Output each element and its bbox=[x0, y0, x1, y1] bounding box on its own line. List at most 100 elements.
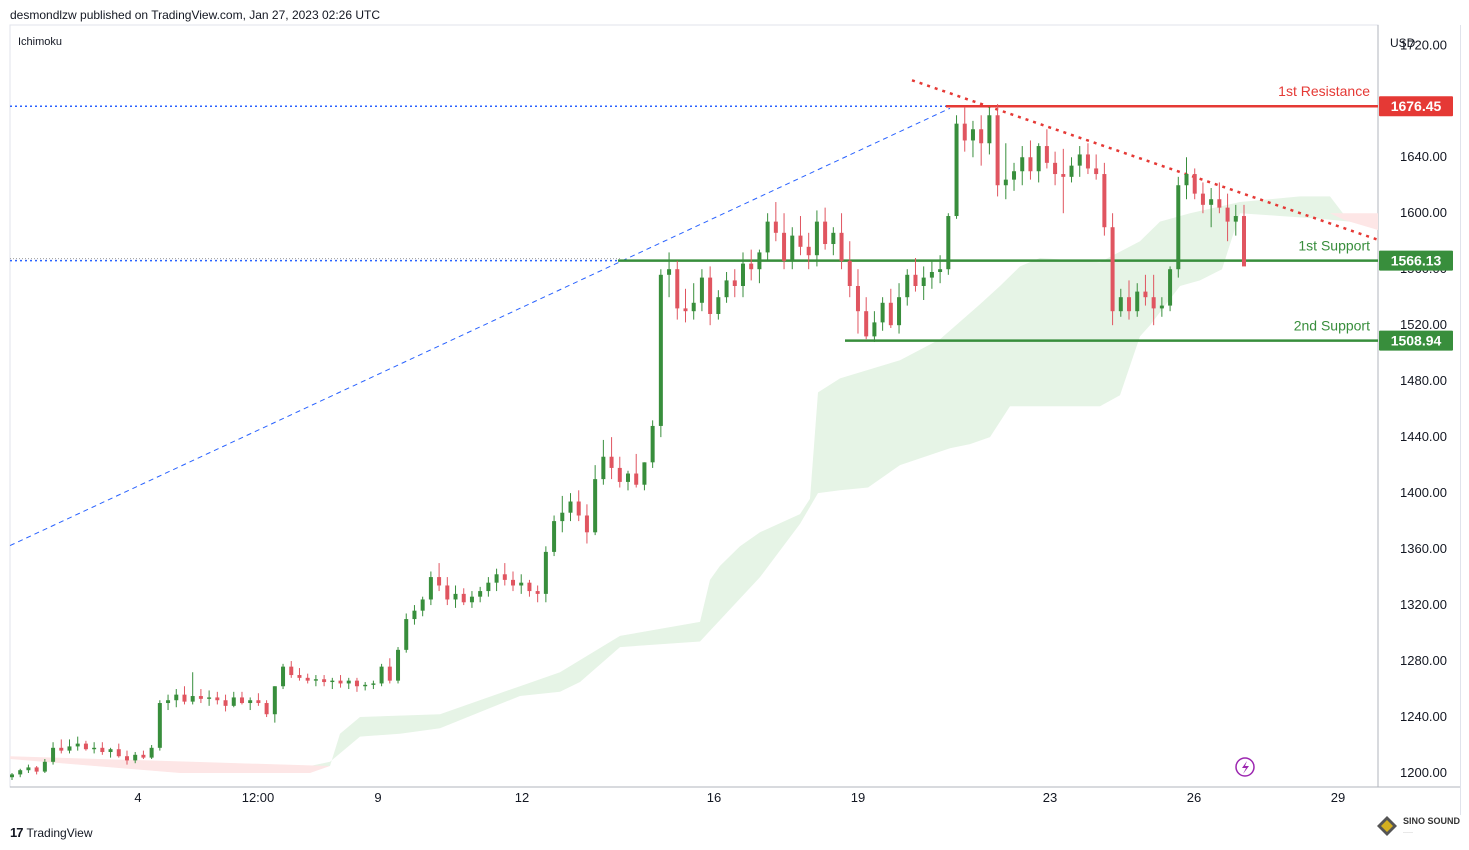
candle-body bbox=[1159, 305, 1164, 309]
candle-body bbox=[806, 246, 811, 256]
descending-trendline bbox=[911, 79, 1379, 241]
candle-body bbox=[141, 754, 146, 758]
candle-body bbox=[363, 684, 368, 687]
ascending-trendline bbox=[9, 107, 951, 547]
candle-body bbox=[798, 235, 803, 247]
candle-body bbox=[921, 277, 926, 286]
level-labels: 1st Resistance 1676.45 1st Support 1566.13 2… bbox=[1278, 83, 1453, 351]
candle-body bbox=[708, 277, 713, 314]
candle-body bbox=[437, 577, 442, 586]
candle-body bbox=[322, 679, 327, 683]
price-tick-label: 1240.00 bbox=[1400, 709, 1447, 724]
candle-body bbox=[642, 462, 647, 485]
flash-icon[interactable] bbox=[1235, 757, 1255, 777]
price-axis[interactable]: 1720.001680.001640.001600.001560.001520.… bbox=[1400, 37, 1447, 780]
candle-body bbox=[289, 666, 294, 676]
candle-body bbox=[749, 263, 754, 270]
candle-body bbox=[420, 599, 425, 611]
candle-body bbox=[1028, 157, 1033, 172]
annotation-lines bbox=[9, 79, 1379, 547]
candle-body bbox=[823, 221, 828, 245]
price-tick-label: 1280.00 bbox=[1400, 653, 1447, 668]
candle-body bbox=[831, 232, 836, 245]
level-price-text: 1566.13 bbox=[1391, 253, 1442, 269]
candle-body bbox=[26, 767, 31, 771]
grid bbox=[9, 24, 1461, 815]
price-tick-label: 1600.00 bbox=[1400, 205, 1447, 220]
level-name-label: 2nd Support bbox=[1294, 318, 1370, 334]
candle-body bbox=[1077, 154, 1082, 166]
candle-body bbox=[946, 216, 951, 270]
candle-body bbox=[379, 666, 384, 684]
candle-body bbox=[1168, 269, 1173, 306]
level-name-label: 1st Resistance bbox=[1278, 83, 1370, 99]
candle-body bbox=[67, 746, 72, 751]
time-tick-label: 9 bbox=[374, 790, 381, 805]
indicator-label[interactable]: Ichimoku bbox=[18, 36, 63, 48]
candle-body bbox=[970, 129, 975, 141]
candle-body bbox=[486, 582, 491, 592]
candle-body bbox=[699, 277, 704, 303]
candle-body bbox=[1233, 216, 1238, 222]
time-tick-label: 23 bbox=[1043, 790, 1057, 805]
candle-body bbox=[765, 221, 770, 253]
candle-body bbox=[1085, 154, 1090, 169]
tradingview-logo[interactable]: 17 TradingView bbox=[10, 825, 93, 840]
candle-body bbox=[1061, 174, 1066, 177]
candle-body bbox=[1225, 207, 1230, 222]
candle-body bbox=[1036, 146, 1041, 172]
candle-body bbox=[1020, 157, 1025, 172]
candle-body bbox=[281, 666, 286, 687]
candle-body bbox=[658, 274, 663, 426]
candle-body bbox=[782, 232, 787, 261]
candle-body bbox=[1044, 146, 1049, 163]
price-tick-label: 1200.00 bbox=[1400, 765, 1447, 780]
candle-body bbox=[527, 582, 532, 592]
candles bbox=[10, 104, 1246, 781]
candle-body bbox=[691, 302, 696, 312]
price-tick-label: 1360.00 bbox=[1400, 541, 1447, 556]
candle-body bbox=[732, 280, 737, 286]
candle-body bbox=[511, 579, 516, 586]
candle-body bbox=[872, 322, 877, 337]
candle-body bbox=[1184, 174, 1189, 186]
time-tick-label: 4 bbox=[134, 790, 141, 805]
level-price-badge bbox=[1379, 330, 1453, 351]
candle-body bbox=[502, 574, 507, 580]
candle-body bbox=[51, 747, 56, 762]
candle-body bbox=[124, 756, 129, 761]
candle-body bbox=[108, 749, 113, 753]
candle-body bbox=[634, 473, 639, 485]
candle-body bbox=[256, 700, 261, 704]
candle-body bbox=[330, 680, 335, 683]
candle-body bbox=[987, 115, 992, 144]
candle-body bbox=[1135, 291, 1140, 312]
candle-body bbox=[757, 252, 762, 270]
candle-body bbox=[18, 770, 23, 775]
price-tick-label: 1520.00 bbox=[1400, 317, 1447, 332]
time-tick-label: 16 bbox=[707, 790, 721, 805]
candle-body bbox=[568, 501, 573, 513]
candle-body bbox=[305, 677, 310, 681]
candle-body bbox=[387, 666, 392, 681]
svg-text:·····: ····· bbox=[1403, 830, 1413, 836]
candle-body bbox=[790, 235, 795, 261]
right-border bbox=[1460, 25, 1461, 815]
candle-body bbox=[888, 302, 893, 326]
candle-body bbox=[313, 679, 318, 681]
candle-body bbox=[601, 456, 606, 480]
level-price-text: 1676.45 bbox=[1391, 98, 1442, 114]
candle-body bbox=[83, 743, 88, 750]
time-axis[interactable]: 4 12:00 9 12 16 19 23 26 29 bbox=[134, 790, 1345, 805]
time-tick-label: 29 bbox=[1331, 790, 1345, 805]
candle-body bbox=[1053, 162, 1058, 175]
currency-label: USD bbox=[1390, 36, 1416, 50]
candle-body bbox=[880, 302, 885, 323]
candle-body bbox=[593, 479, 598, 533]
candle-body bbox=[354, 680, 359, 687]
candle-body bbox=[116, 749, 121, 757]
time-tick-label: 26 bbox=[1187, 790, 1201, 805]
candle-body bbox=[1217, 199, 1222, 208]
candle-body bbox=[231, 697, 236, 706]
